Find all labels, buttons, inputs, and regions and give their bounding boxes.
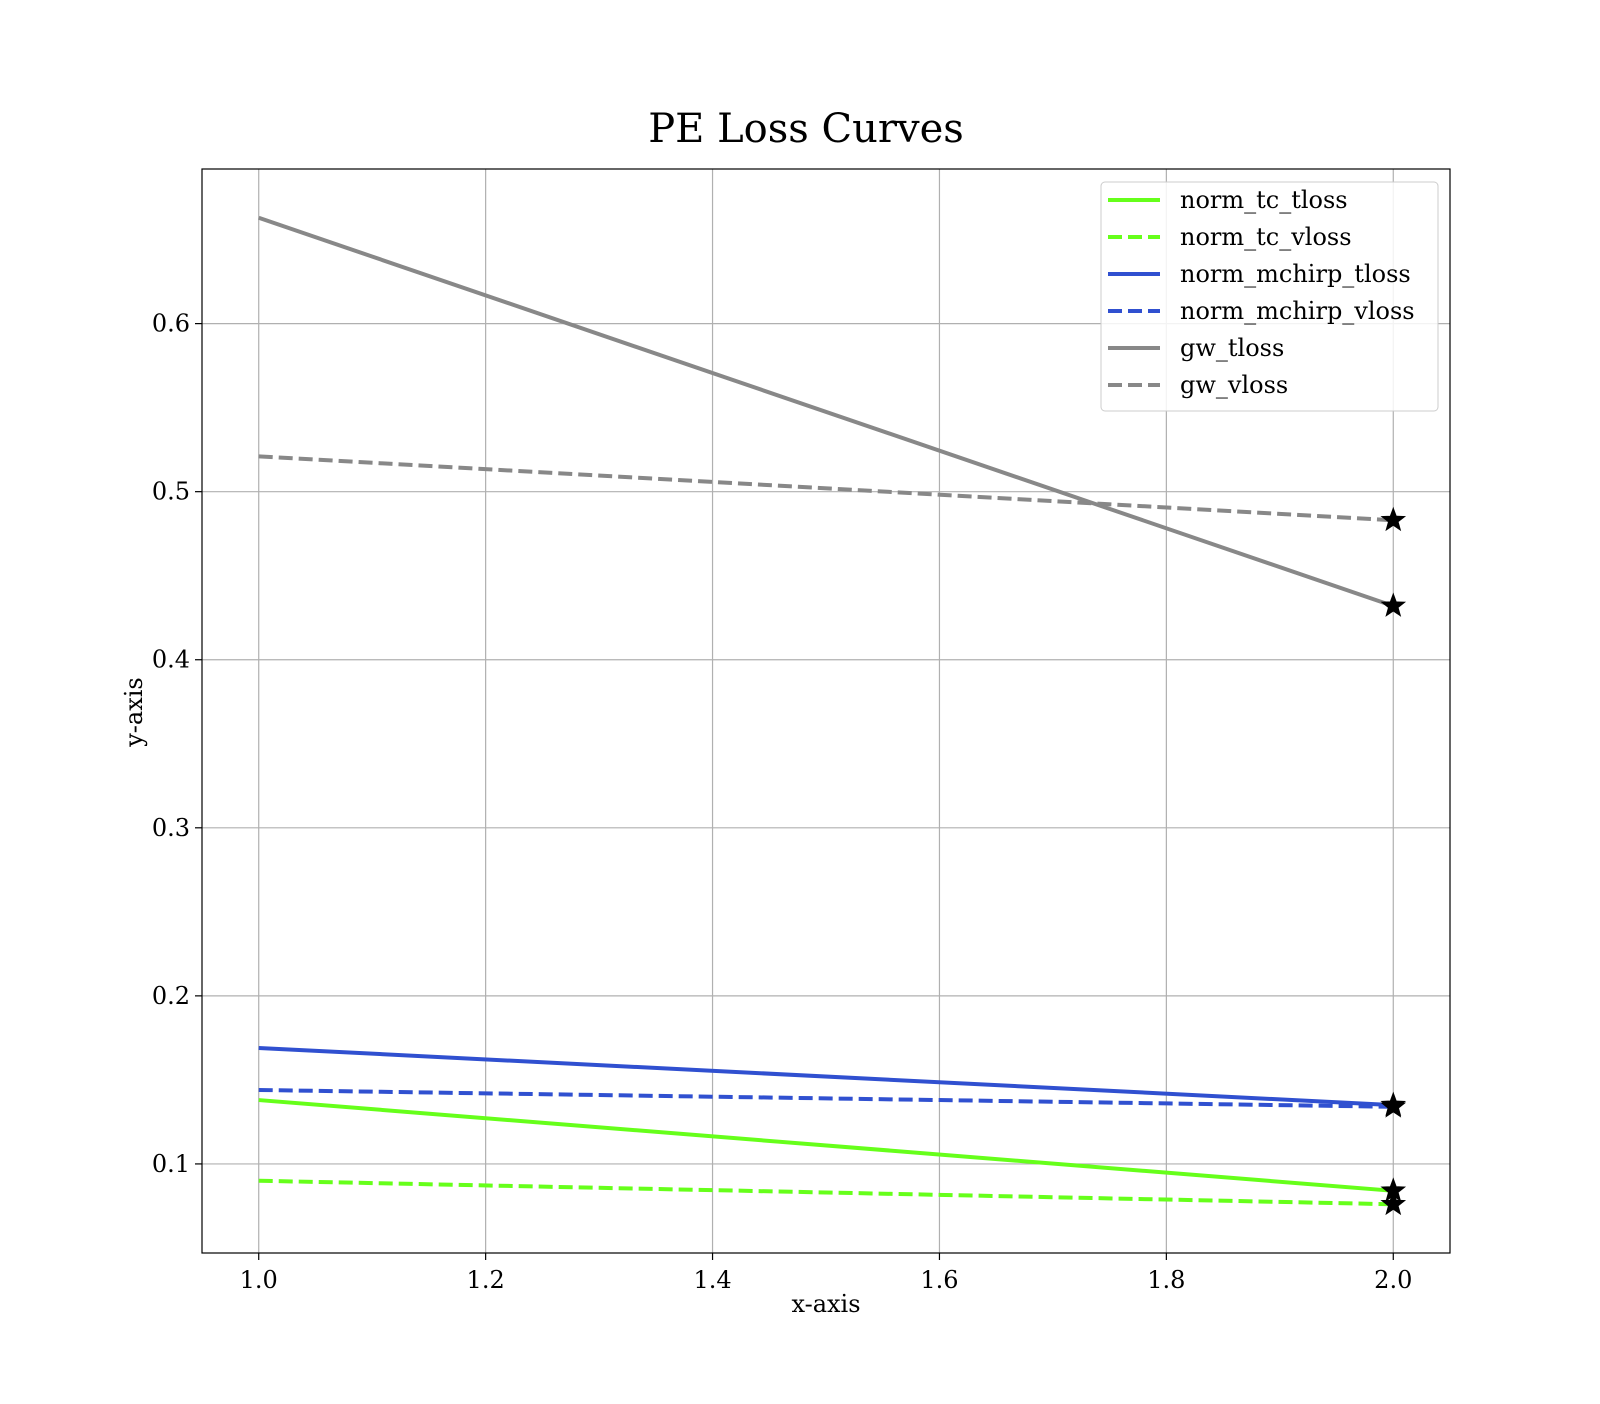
x-tick-label: 1.4 — [693, 1266, 731, 1294]
legend-label: norm_tc_tloss — [1180, 186, 1348, 214]
x-axis-label: x-axis — [791, 1290, 860, 1318]
y-tick-label: 0.1 — [152, 1150, 190, 1178]
series-line-norm-mchirp-tloss — [258, 1045, 1394, 1108]
y-tick-label: 0.2 — [152, 982, 190, 1010]
legend: norm_tc_tloss norm_tc_vloss norm_mchirp_tl… — [1100, 181, 1439, 412]
x-tick-label: 2.0 — [1374, 1266, 1412, 1294]
legend-label: norm_tc_vloss — [1180, 223, 1352, 251]
x-tick-label: 1.8 — [1147, 1266, 1185, 1294]
x-tick-label: 1.0 — [240, 1266, 278, 1294]
series-line-norm-tc-vloss — [258, 1178, 1394, 1207]
x-tick-label: 1.2 — [467, 1266, 505, 1294]
series-line-norm-mchirp-vloss — [258, 1087, 1394, 1109]
y-tick-label: 0.5 — [152, 478, 190, 506]
chart-title: PE Loss Curves — [648, 106, 964, 152]
y-tick-label: 0.3 — [152, 814, 190, 842]
y-axis-label: y-axis — [120, 677, 148, 748]
ticks: 1.0 1.2 1.4 1.6 1.8 2.0 0.1 0.2 0.3 0.4 0.5 0.6 — [152, 310, 1413, 1294]
y-tick-label: 0.4 — [152, 646, 190, 674]
legend-label: gw_vloss — [1180, 371, 1288, 399]
legend-label: norm_mchirp_tloss — [1180, 260, 1411, 288]
end-marker-star-norm-tc-vloss — [1380, 1190, 1407, 1216]
legend-label: gw_tloss — [1180, 334, 1284, 362]
series-line-norm-tc-tloss — [258, 1098, 1394, 1193]
end-marker-star-norm-mchirp-vloss — [1380, 1093, 1407, 1118]
end-marker-star-gw-vloss — [1380, 506, 1407, 532]
end-markers — [1380, 506, 1407, 1216]
series-line-gw-vloss — [258, 454, 1394, 523]
x-tick-label: 1.6 — [920, 1266, 958, 1294]
legend-label: norm_mchirp_vloss — [1180, 297, 1415, 325]
series-group — [258, 215, 1394, 1207]
end-marker-star-gw-tloss — [1380, 592, 1407, 617]
legend-entries: norm_tc_tloss norm_tc_vloss norm_mchirp_tl… — [1108, 186, 1415, 399]
series-line-gw-tloss — [258, 215, 1394, 608]
legend-box — [1100, 181, 1439, 412]
plot-frame — [201, 168, 1451, 1254]
y-tick-label: 0.6 — [152, 310, 190, 338]
